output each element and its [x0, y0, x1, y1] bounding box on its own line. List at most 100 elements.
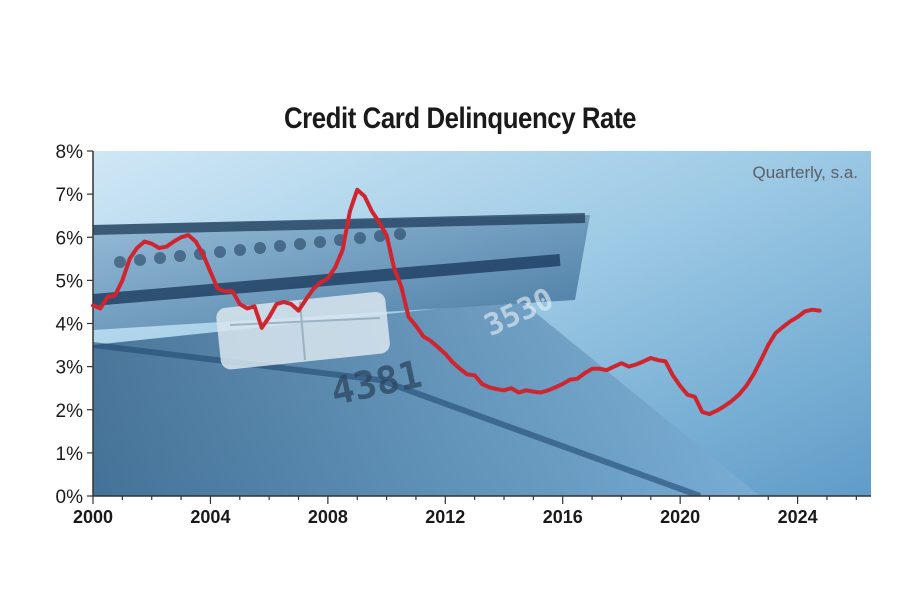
chart-title: Credit Card Delinquency Rate — [283, 102, 637, 135]
data-point — [804, 310, 806, 313]
data-point — [114, 294, 116, 297]
data-point — [782, 326, 784, 328]
data-point — [202, 253, 204, 256]
data-point — [745, 385, 747, 387]
data-point — [591, 368, 593, 370]
data-point — [672, 374, 674, 377]
data-point — [128, 258, 131, 260]
data-point — [723, 405, 725, 408]
data-point — [195, 240, 197, 243]
data-point — [547, 389, 549, 392]
data-point — [393, 266, 395, 269]
data-point — [473, 374, 476, 377]
data-point — [158, 247, 160, 249]
data-point — [716, 409, 718, 412]
data-point — [510, 387, 513, 390]
data-point — [495, 388, 498, 390]
data-point — [642, 360, 645, 363]
data-point — [400, 286, 403, 288]
data-point — [708, 413, 711, 415]
y-tick-label: 5% — [56, 271, 84, 292]
data-point — [165, 245, 168, 248]
data-point — [136, 247, 138, 249]
y-tick-label: 4% — [56, 315, 84, 336]
y-tick-label: 1% — [56, 444, 84, 465]
data-point — [451, 361, 454, 364]
data-point — [752, 373, 755, 376]
data-point — [106, 296, 109, 298]
data-point — [334, 266, 337, 269]
data-point — [525, 389, 527, 392]
data-point — [701, 411, 703, 413]
data-point — [290, 303, 293, 305]
y-axis-labels: 0% 1% 2% 3% 4% 5% 6% 7% 8% — [56, 142, 84, 508]
data-point — [437, 346, 439, 349]
data-point — [503, 389, 505, 392]
data-point — [246, 307, 248, 310]
data-point — [209, 271, 212, 273]
data-point — [459, 368, 461, 370]
data-point — [99, 307, 102, 310]
data-point — [371, 210, 373, 213]
data-point — [283, 301, 285, 303]
data-point — [305, 299, 307, 301]
data-point — [569, 378, 571, 381]
data-point — [686, 393, 689, 396]
x-tick-label: 2008 — [308, 507, 348, 527]
data-point — [275, 303, 278, 305]
data-point — [187, 234, 190, 236]
data-point — [172, 240, 175, 243]
data-point — [628, 365, 630, 368]
data-point — [407, 316, 410, 318]
data-point — [488, 386, 491, 389]
x-axis-labels: 2000 2004 2008 2012 2016 2020 2024 — [73, 507, 818, 527]
y-tick-label: 7% — [56, 185, 84, 206]
data-point — [180, 236, 182, 239]
data-point — [796, 316, 799, 318]
data-point — [738, 393, 740, 396]
data-point — [121, 279, 124, 282]
data-point — [561, 383, 564, 385]
data-point — [694, 396, 696, 398]
data-point — [231, 290, 234, 293]
data-point — [261, 327, 263, 329]
data-point — [789, 320, 792, 323]
y-tick-label: 3% — [56, 358, 84, 379]
x-tick-label: 2012 — [425, 507, 465, 527]
x-tick-label: 2004 — [190, 507, 230, 527]
data-point — [319, 281, 322, 284]
data-point — [760, 359, 762, 362]
data-point — [312, 288, 315, 290]
x-tick-label: 2016 — [543, 507, 583, 527]
data-point — [327, 277, 329, 280]
data-point — [532, 390, 535, 393]
delinquency-rate-line — [91, 187, 822, 417]
data-point — [539, 391, 542, 394]
data-point — [349, 210, 351, 213]
data-point — [657, 359, 659, 362]
data-point — [150, 242, 153, 245]
y-tick-label: 2% — [56, 401, 84, 422]
data-point — [811, 308, 814, 311]
frequency-note: Quarterly, s.a. — [753, 163, 859, 182]
data-point — [444, 352, 447, 355]
data-point — [297, 309, 300, 312]
data-point — [224, 290, 226, 293]
x-tick-label: 2020 — [660, 507, 700, 527]
data-point — [363, 195, 366, 198]
y-tick-label: 6% — [56, 228, 84, 249]
data-point — [818, 309, 821, 312]
data-point — [598, 368, 601, 370]
axes — [87, 150, 871, 504]
data-point — [92, 304, 94, 307]
x-tick-label: 2000 — [73, 507, 113, 527]
data-point — [481, 383, 483, 385]
data-point — [613, 365, 615, 368]
data-point — [517, 391, 520, 394]
data-point — [620, 362, 623, 365]
data-point — [767, 344, 769, 346]
y-tick-label: 0% — [56, 487, 84, 508]
data-point — [554, 386, 557, 389]
data-point — [143, 240, 146, 243]
